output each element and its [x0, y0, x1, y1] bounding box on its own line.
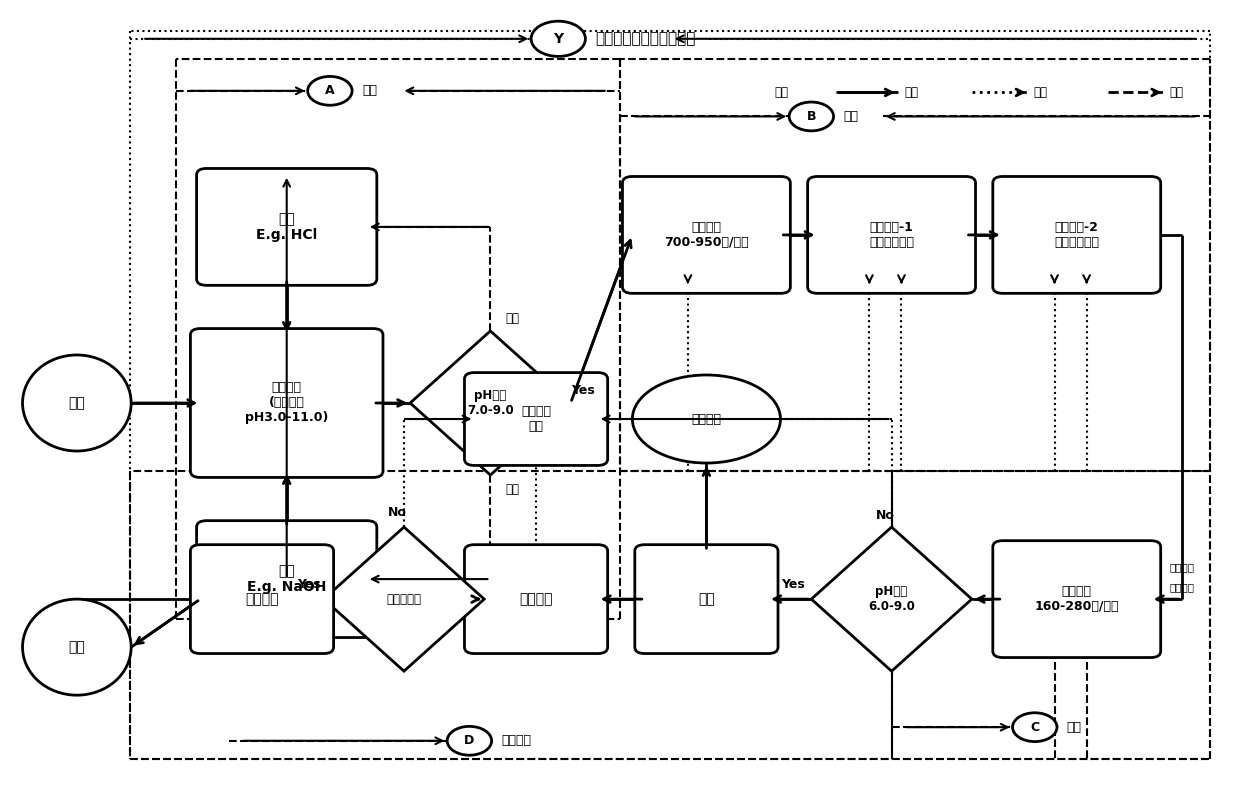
Text: 反应: 反应	[843, 110, 858, 123]
Polygon shape	[811, 527, 972, 671]
Text: 偏低减药: 偏低减药	[1169, 562, 1194, 572]
Text: 水流: 水流	[904, 86, 918, 99]
Text: A: A	[325, 85, 335, 98]
FancyBboxPatch shape	[807, 177, 976, 293]
Text: 加碱
E.g. NaOH: 加碱 E.g. NaOH	[247, 564, 326, 594]
Text: 聚凝: 聚凝	[1066, 721, 1081, 733]
Text: Yes: Yes	[572, 384, 595, 397]
FancyBboxPatch shape	[622, 177, 790, 293]
FancyBboxPatch shape	[635, 545, 777, 654]
Text: 滤清出水: 滤清出水	[520, 592, 553, 606]
Circle shape	[789, 102, 833, 131]
FancyBboxPatch shape	[465, 545, 608, 654]
Text: 注：: 注：	[774, 86, 789, 99]
Circle shape	[531, 21, 585, 56]
Text: Yes: Yes	[781, 578, 805, 591]
Text: 加药控制-2
离子分离药剂: 加药控制-2 离子分离药剂	[1054, 221, 1099, 249]
Text: 设置: 设置	[1033, 86, 1048, 99]
Text: 沉降: 沉降	[698, 592, 714, 606]
Ellipse shape	[22, 599, 131, 695]
Text: 高速搅拌
700-950转/分钟: 高速搅拌 700-950转/分钟	[665, 221, 749, 249]
Text: 偏高: 偏高	[505, 313, 520, 326]
Circle shape	[308, 77, 352, 106]
Text: B: B	[806, 110, 816, 123]
Text: 加酸
E.g. HCl: 加酸 E.g. HCl	[257, 212, 317, 242]
FancyBboxPatch shape	[993, 177, 1161, 293]
Text: D: D	[464, 734, 475, 747]
Text: No: No	[875, 509, 895, 521]
Text: No: No	[388, 506, 407, 519]
FancyBboxPatch shape	[197, 168, 377, 285]
Text: 偏高加药: 偏高加药	[1169, 582, 1194, 592]
Text: pH检测
7.0-9.0: pH检测 7.0-9.0	[467, 389, 513, 417]
Text: 达标检测？: 达标检测？	[387, 592, 422, 605]
Text: 低速搅拌
160-280转/分钟: 低速搅拌 160-280转/分钟	[1034, 585, 1118, 613]
Text: 控制: 控制	[1169, 86, 1183, 99]
Text: 综合调节
(允许范围
pH3.0-11.0): 综合调节 (允许范围 pH3.0-11.0)	[246, 381, 329, 425]
Text: 偏低: 偏低	[505, 483, 520, 496]
Ellipse shape	[632, 375, 780, 463]
Polygon shape	[324, 527, 484, 671]
Text: 达标出水: 达标出水	[246, 592, 279, 606]
Text: 滤清沉降: 滤清沉降	[501, 734, 532, 747]
Text: C: C	[1030, 721, 1039, 733]
Text: Y: Y	[553, 31, 563, 46]
Text: 污水处理核心工艺和方法: 污水处理核心工艺和方法	[595, 31, 696, 46]
Circle shape	[448, 726, 491, 755]
Text: 调节: 调节	[362, 85, 377, 98]
Text: 加药控制-1
离子分离药剂: 加药控制-1 离子分离药剂	[869, 221, 914, 249]
FancyBboxPatch shape	[191, 545, 334, 654]
Polygon shape	[410, 331, 570, 475]
Text: Yes: Yes	[298, 578, 321, 591]
Text: 参数设置
微调: 参数设置 微调	[521, 405, 551, 433]
Text: 开始: 开始	[68, 396, 86, 410]
Text: 污泥排出: 污泥排出	[692, 413, 722, 426]
FancyBboxPatch shape	[465, 372, 608, 465]
Text: 结束: 结束	[68, 640, 86, 654]
Circle shape	[1013, 713, 1056, 742]
Text: pH检测
6.0-9.0: pH检测 6.0-9.0	[868, 585, 915, 613]
Ellipse shape	[22, 355, 131, 451]
FancyBboxPatch shape	[191, 329, 383, 477]
FancyBboxPatch shape	[993, 541, 1161, 658]
FancyBboxPatch shape	[197, 521, 377, 638]
